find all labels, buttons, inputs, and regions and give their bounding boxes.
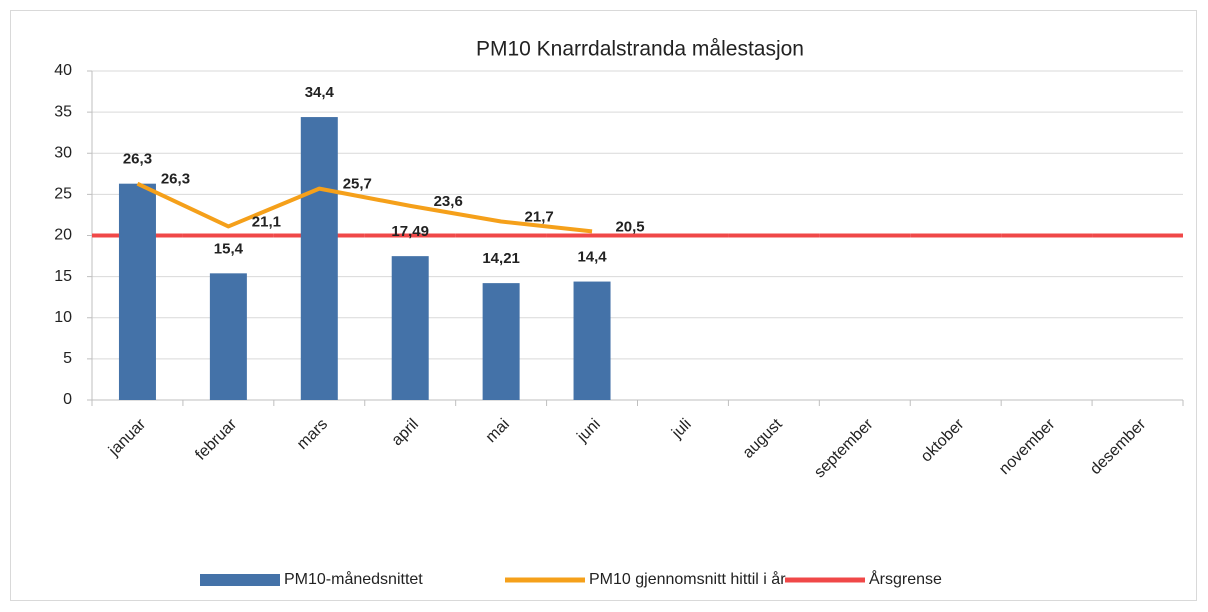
y-tick-label: 0 [63, 391, 72, 408]
bar [573, 281, 611, 400]
bar [482, 283, 520, 400]
legend-label: PM10 gjennomsnitt hittil i år [589, 570, 786, 588]
value-label: 20,5 [615, 218, 644, 235]
value-label: 17,49 [391, 223, 429, 240]
value-label: 14,21 [482, 250, 520, 267]
legend-label: Årsgrense [869, 569, 942, 588]
y-tick-label: 25 [54, 186, 72, 203]
legend-label: PM10-månedsnittet [284, 570, 423, 588]
value-label: 21,7 [525, 208, 554, 225]
chart-title: PM10 Knarrdalstranda målestasjon [476, 38, 804, 61]
value-label: 15,4 [214, 240, 244, 257]
bar [391, 256, 429, 400]
y-tick-label: 30 [54, 144, 72, 161]
bar [209, 273, 247, 400]
y-tick-label: 35 [54, 103, 72, 120]
value-label: 34,4 [305, 84, 335, 101]
value-label: 23,6 [434, 193, 463, 210]
y-tick-label: 20 [54, 227, 72, 244]
line [136, 181, 593, 234]
value-label: 25,7 [343, 176, 372, 193]
y-tick-label: 5 [63, 350, 72, 367]
y-tick-label: 15 [54, 268, 72, 285]
bar [300, 117, 338, 400]
bar [118, 183, 156, 400]
legend-swatch [200, 574, 280, 586]
value-label: 14,4 [577, 249, 607, 266]
y-tick-label: 40 [54, 62, 72, 79]
value-label: 21,1 [252, 213, 281, 230]
value-label: 26,3 [161, 171, 190, 188]
value-label: 26,3 [123, 151, 152, 168]
y-tick-label: 10 [54, 309, 72, 326]
